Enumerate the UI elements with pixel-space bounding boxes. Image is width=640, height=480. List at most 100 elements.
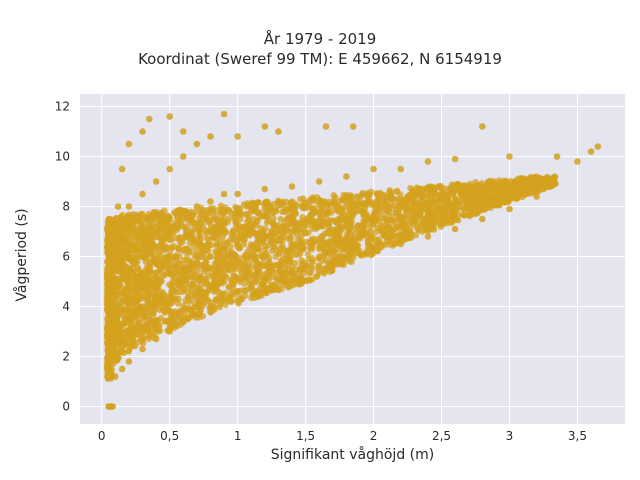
scatter-point: [152, 228, 160, 235]
scatter-point: [230, 257, 237, 264]
scatter-point: [207, 253, 214, 260]
scatter-point: [194, 285, 201, 292]
scatter-point: [204, 247, 212, 255]
scatter-point: [129, 264, 137, 271]
scatter-point: [329, 237, 337, 244]
scatter-point: [330, 199, 337, 206]
scatter-point: [226, 283, 233, 291]
scatter-point: [248, 207, 255, 214]
scatter-point: [237, 210, 245, 217]
scatter-point: [133, 299, 141, 307]
scatter-point: [323, 210, 331, 217]
scatter-point: [139, 128, 146, 135]
scatter-point: [104, 275, 111, 283]
scatter-point: [193, 310, 201, 318]
scatter-point: [299, 214, 306, 221]
scatter-point: [198, 262, 205, 269]
x-tick-label: 1: [234, 429, 242, 443]
scatter-point: [156, 223, 163, 230]
scatter-point: [115, 321, 123, 328]
scatter-point: [243, 210, 250, 218]
scatter-point: [152, 284, 160, 292]
scatter-point: [235, 234, 242, 242]
scatter-point: [125, 358, 133, 365]
scatter-point: [322, 200, 330, 207]
scatter-point: [335, 223, 342, 231]
scatter-point: [546, 183, 554, 190]
scatter-point: [277, 279, 284, 287]
scatter-point: [376, 189, 384, 197]
scatter-point: [297, 237, 304, 244]
scatter-point: [271, 222, 278, 230]
scatter-point: [104, 226, 111, 233]
scatter-point: [166, 265, 174, 273]
scatter-point: [298, 266, 305, 273]
scatter-point: [138, 311, 145, 319]
scatter-point: [435, 182, 443, 190]
scatter-point: [472, 183, 480, 190]
scatter-point: [277, 234, 285, 242]
scatter-point: [124, 306, 131, 314]
scatter-point: [147, 224, 155, 231]
scatter-point: [272, 253, 279, 260]
scatter-point: [343, 173, 350, 180]
scatter-point: [189, 274, 196, 281]
scatter-point: [153, 218, 160, 225]
scatter-point: [253, 278, 261, 285]
x-tick-label: 0: [98, 429, 106, 443]
scatter-point: [301, 199, 309, 207]
scatter-point: [142, 275, 149, 283]
scatter-point: [406, 229, 413, 237]
scatter-point: [138, 224, 146, 231]
scatter-point: [223, 262, 231, 269]
scatter-point: [205, 286, 213, 293]
scatter-point: [266, 258, 273, 266]
scatter-point: [179, 247, 186, 254]
scatter-point: [378, 223, 385, 230]
scatter-point: [125, 232, 133, 239]
scatter-point: [234, 240, 241, 248]
scatter-point: [322, 123, 330, 130]
scatter-point: [248, 221, 255, 228]
scatter-point: [334, 261, 342, 268]
scatter-point: [260, 252, 268, 260]
scatter-point: [385, 233, 393, 240]
scatter-point: [203, 262, 210, 270]
scatter-point: [178, 273, 185, 281]
scatter-point: [285, 258, 292, 265]
scatter-point: [118, 255, 126, 263]
scatter-point: [343, 255, 350, 263]
scatter-point: [290, 219, 297, 227]
scatter-point: [301, 205, 308, 212]
scatter-point: [281, 202, 288, 210]
x-tick-labels: 0 0,5 1 1,5 2 2,5 3 3,5: [98, 429, 587, 443]
scatter-point: [359, 208, 366, 215]
scatter-point: [164, 293, 171, 300]
scatter-point: [219, 234, 226, 241]
scatter-point: [315, 263, 323, 270]
scatter-point: [104, 286, 112, 293]
scatter-point: [370, 248, 377, 255]
scatter-point: [346, 248, 353, 256]
scatter-point: [210, 274, 217, 281]
scatter-point: [246, 277, 253, 284]
scatter-point: [112, 228, 119, 235]
scatter-point: [132, 213, 139, 220]
scatter-point: [125, 253, 133, 260]
y-tick-label: 12: [55, 100, 70, 114]
scatter-point: [385, 195, 392, 202]
scatter-point: [261, 278, 269, 285]
scatter-point: [423, 185, 430, 192]
scatter-point: [308, 246, 315, 253]
scatter-point: [464, 200, 471, 208]
scatter-point: [218, 228, 226, 235]
scatter-point: [371, 210, 378, 218]
scatter-point: [553, 153, 561, 160]
scatter-point: [322, 265, 330, 272]
scatter-point: [310, 204, 318, 212]
scatter-point: [328, 243, 335, 250]
scatter-point: [263, 263, 271, 270]
scatter-point: [286, 277, 294, 284]
scatter-point: [125, 320, 133, 327]
